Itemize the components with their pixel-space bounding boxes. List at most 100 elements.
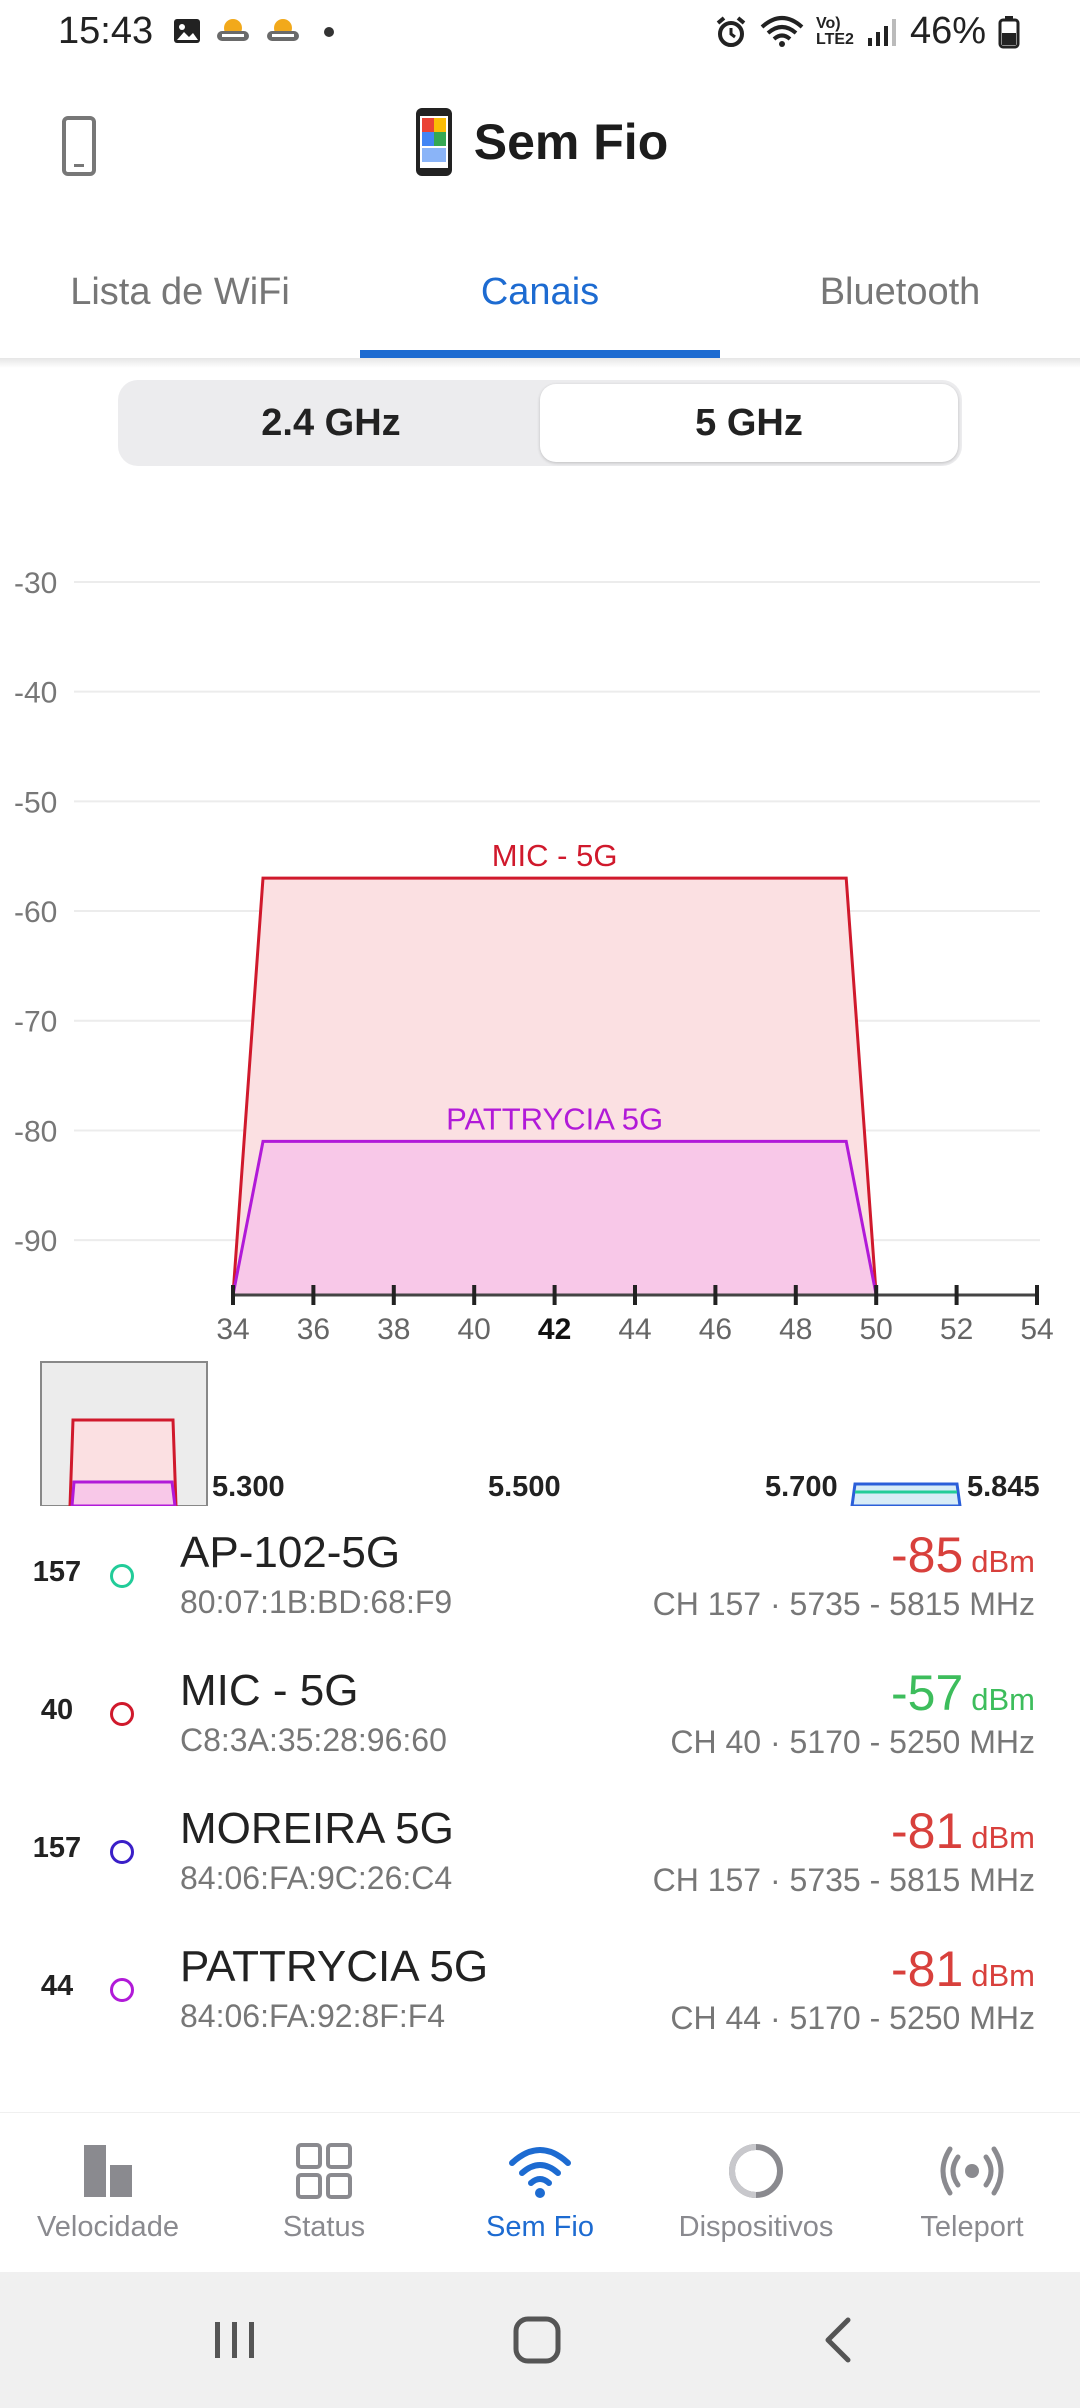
minimap-label-5700: 5.700 xyxy=(765,1471,838,1503)
minimap-label-5845: 5.845 xyxy=(967,1471,1040,1503)
signal-value: -81 xyxy=(890,1941,964,1997)
network-channel: 40 xyxy=(40,1694,74,1726)
channel-chart-svg: -30 -40 -50 -60 -70 -80 -90 MIC - 5G PATTRYCIA 5… xyxy=(14,567,1054,1346)
x-tick-label: 54 xyxy=(1020,1313,1053,1346)
volte-bottom-label: LTE2 xyxy=(816,30,854,48)
x-tick-label: 40 xyxy=(458,1313,491,1346)
tab-bluetooth[interactable]: Bluetooth xyxy=(819,270,981,313)
status-bar: 15:43 Vo) LTE2 46% xyxy=(0,0,1080,66)
y-tick-label: -70 xyxy=(14,1006,57,1039)
page-title: Sem Fio xyxy=(473,114,669,170)
network-frequency: CH 44 · 5170 - 5250 MHz xyxy=(670,2000,1035,2036)
band-selector: 2.4 GHz 5 GHz xyxy=(118,380,962,466)
channel-chart: -30 -40 -50 -60 -70 -80 -90 MIC - 5G PATTRYCIA 5… xyxy=(0,520,1080,1350)
minimap-label-5500: 5.500 xyxy=(488,1471,561,1503)
speed-bars-icon xyxy=(76,2139,140,2203)
network-color-dot xyxy=(110,1702,134,1726)
pixel-phone-logo-icon xyxy=(415,108,452,176)
network-name: MOREIRA 5G xyxy=(180,1804,454,1853)
home-button[interactable] xyxy=(507,2310,567,2370)
x-tick-label: 38 xyxy=(377,1313,410,1346)
list-item[interactable]: 40 MIC - 5G C8:3A:35:28:96:60 -57 dBm CH… xyxy=(0,1644,1080,1782)
signal-unit: dBm xyxy=(971,1958,1035,1993)
nav-label: Teleport xyxy=(920,2211,1024,2243)
network-name: PATTRYCIA 5G xyxy=(180,1942,489,1991)
system-status-icons: Vo) LTE2 46% xyxy=(714,10,1020,53)
frequency-minimap[interactable]: 5.300 5.500 5.700 5.845 xyxy=(0,1356,1080,1508)
nav-status[interactable]: Status xyxy=(216,2113,432,2273)
network-signal: -81 dBm xyxy=(891,1802,1035,1860)
battery-percent: 46% xyxy=(909,10,986,52)
recents-icon xyxy=(215,2322,254,2358)
network-signal: -57 dBm xyxy=(891,1664,1035,1722)
battery-icon xyxy=(998,15,1020,48)
tabs-divider xyxy=(0,358,1080,368)
series-label: MIC - 5G xyxy=(492,838,618,873)
series-shape xyxy=(231,1139,879,1297)
network-mac: 84:06:FA:9C:26:C4 xyxy=(180,1860,453,1896)
volte-icon: Vo) LTE2 xyxy=(816,15,854,48)
network-mac: 80:07:1B:BD:68:F9 xyxy=(180,1584,453,1620)
phone-icon xyxy=(62,116,96,176)
list-item[interactable]: 157 AP-102-5G 80:07:1B:BD:68:F9 -85 dBm … xyxy=(0,1506,1080,1644)
network-signal: -85 dBm xyxy=(891,1526,1035,1584)
nav-dispositivos[interactable]: Dispositivos xyxy=(648,2113,864,2273)
nav-label: Dispositivos xyxy=(678,2211,834,2243)
wifi-icon xyxy=(508,2139,572,2203)
signal-value: -81 xyxy=(890,1803,964,1859)
recents-button[interactable] xyxy=(205,2310,265,2370)
minimap-ap102-shape xyxy=(850,1482,962,1508)
nav-sem-fio[interactable]: Sem Fio xyxy=(432,2113,648,2273)
teleport-icon xyxy=(940,2139,1004,2203)
nav-label: Sem Fio xyxy=(486,2211,594,2243)
weather-icon xyxy=(217,19,249,41)
grid-icon xyxy=(292,2139,356,2203)
active-tab-indicator xyxy=(360,350,720,358)
back-button[interactable] xyxy=(810,2310,870,2370)
bottom-navigation: Velocidade Status Sem Fio Dispositivos T… xyxy=(0,2112,1080,2272)
list-item[interactable]: 44 PATTRYCIA 5G 84:06:FA:92:8F:F4 -81 dB… xyxy=(0,1920,1080,2058)
network-name: AP-102-5G xyxy=(180,1528,401,1577)
network-frequency: CH 40 · 5170 - 5250 MHz xyxy=(670,1724,1035,1760)
network-frequency: CH 157 · 5735 - 5815 MHz xyxy=(652,1862,1035,1898)
signal-icon xyxy=(867,18,896,46)
x-tick-label: 46 xyxy=(699,1313,732,1346)
nav-teleport[interactable]: Teleport xyxy=(864,2113,1080,2273)
tab-channels[interactable]: Canais xyxy=(480,270,600,313)
list-item[interactable]: 157 MOREIRA 5G 84:06:FA:9C:26:C4 -81 dBm… xyxy=(0,1782,1080,1920)
device-button[interactable] xyxy=(52,112,106,180)
band-5ghz-button[interactable]: 5 GHz xyxy=(540,384,958,462)
network-color-dot xyxy=(110,1978,134,2002)
y-tick-label: -30 xyxy=(14,567,57,600)
system-navigation-bar xyxy=(0,2272,1080,2408)
y-tick-label: -40 xyxy=(14,677,57,710)
signal-unit: dBm xyxy=(971,1820,1035,1855)
minimap-pattrycia-shape xyxy=(70,1480,177,1508)
series-label: PATTRYCIA 5G xyxy=(446,1101,663,1136)
x-tick-label: 50 xyxy=(860,1313,893,1346)
tab-bar: Lista de WiFi Canais Bluetooth xyxy=(0,226,1080,358)
nav-velocidade[interactable]: Velocidade xyxy=(0,2113,216,2273)
network-list: 157 AP-102-5G 80:07:1B:BD:68:F9 -85 dBm … xyxy=(0,1506,1080,2058)
x-tick-label: 36 xyxy=(297,1313,330,1346)
network-channel: 157 xyxy=(32,1556,82,1588)
signal-value: -85 xyxy=(890,1527,964,1583)
y-tick-label: -90 xyxy=(14,1225,57,1258)
band-24ghz-button[interactable]: 2.4 GHz xyxy=(261,401,401,444)
app-header: Sem Fio xyxy=(0,66,1080,226)
x-tick-label: 48 xyxy=(779,1313,812,1346)
x-tick-label: 52 xyxy=(940,1313,973,1346)
nav-label: Status xyxy=(282,2211,366,2243)
dot-icon xyxy=(324,27,334,37)
title-wrap: Sem Fio xyxy=(0,106,1080,178)
tab-wifi-list[interactable]: Lista de WiFi xyxy=(70,270,290,313)
signal-unit: dBm xyxy=(971,1682,1035,1717)
minimap-svg: 5.300 5.500 5.700 5.845 xyxy=(40,1361,1040,1508)
y-tick-label: -80 xyxy=(14,1115,57,1148)
nav-label: Velocidade xyxy=(37,2211,179,2243)
network-color-dot xyxy=(110,1564,134,1588)
gallery-icon xyxy=(174,19,200,43)
x-tick-label: 34 xyxy=(216,1313,249,1346)
network-frequency: CH 157 · 5735 - 5815 MHz xyxy=(652,1586,1035,1622)
network-signal: -81 dBm xyxy=(891,1940,1035,1998)
